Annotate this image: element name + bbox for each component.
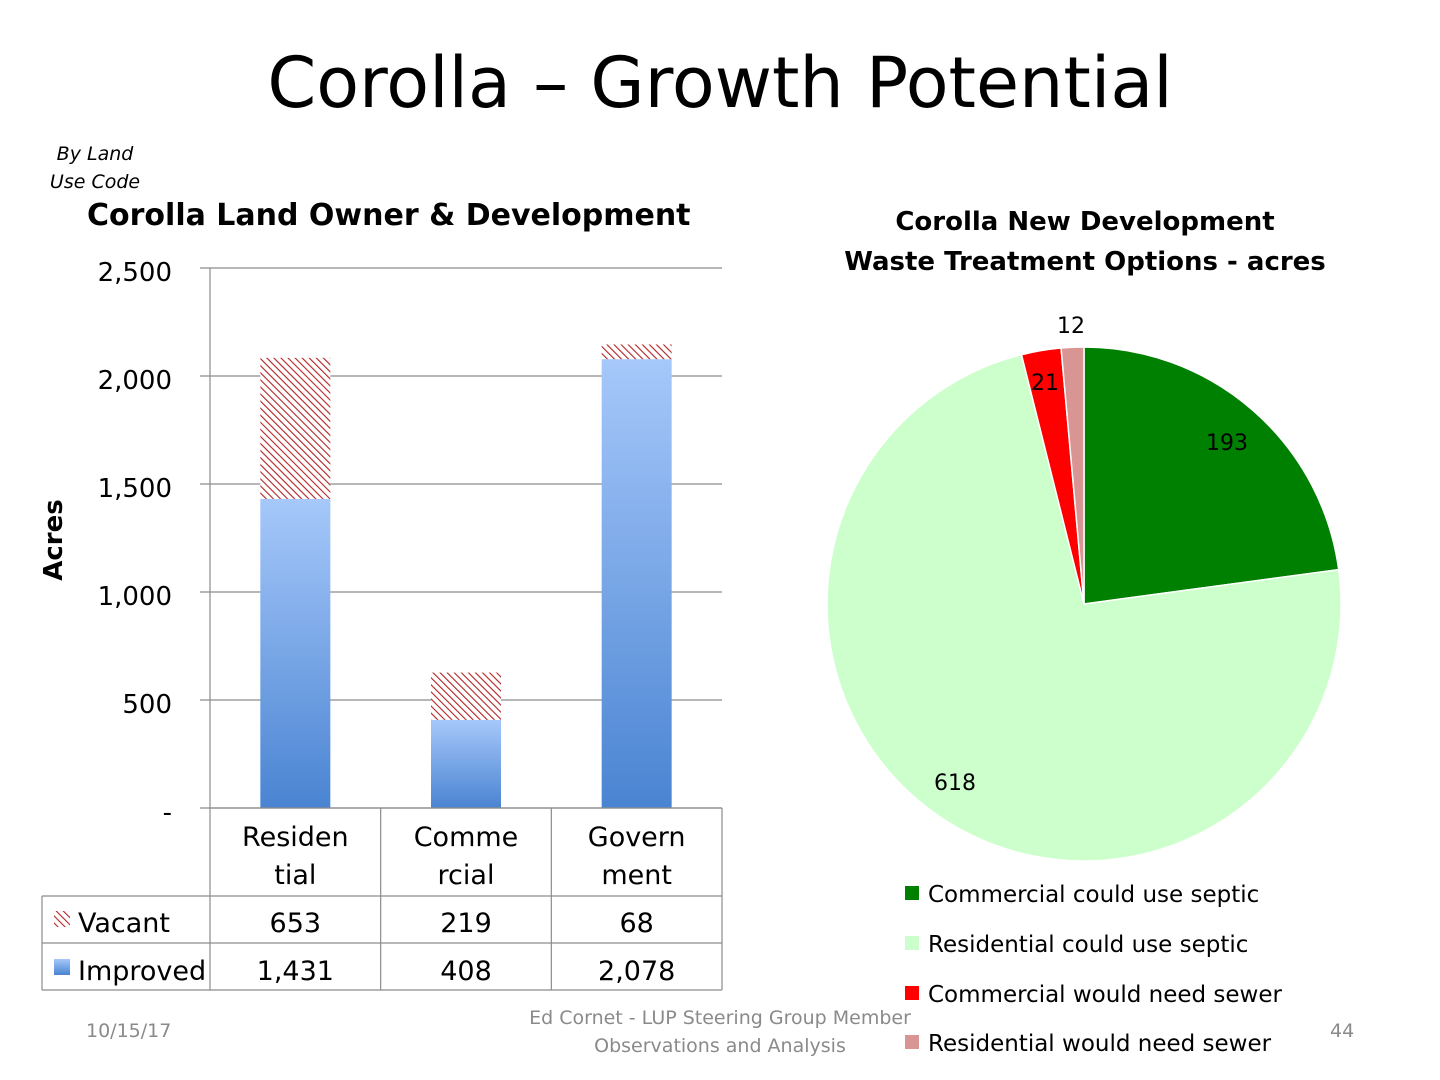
bar-y-tick-label: 1,500 [98, 474, 172, 504]
footer-subtitle: Observations and Analysis [594, 1035, 846, 1057]
bar-category-label: Residen [242, 822, 349, 853]
bar-category-label: tial [274, 860, 316, 891]
bar-chart-title: Corolla Land Owner & Development [87, 198, 691, 233]
bar-data-label-vacant: 653 [270, 908, 322, 939]
bar-data-label-vacant: 68 [619, 908, 653, 939]
bar-vacant-government [601, 344, 672, 360]
bar-improved-commercial [431, 719, 501, 808]
pie-chart-title: Corolla New Development Waste Treatment … [830, 202, 1340, 282]
pie-slice-3 [1060, 346, 1085, 605]
pie-labels: 193 618 21 12 [934, 314, 1248, 796]
by-land-use-note-line1: By Land [56, 143, 134, 165]
pie-data-label-1: 618 [934, 771, 976, 796]
bar-y-tick-label: 2,000 [98, 366, 172, 396]
pie-slice-0 [1083, 346, 1340, 605]
bar-y-tick-label: 1,000 [98, 582, 172, 612]
pie-chart-title-line2: Waste Treatment Options - acres [844, 247, 1326, 277]
pie-legend-swatch [905, 1035, 919, 1049]
pie-slice-1 [826, 353, 1342, 862]
legend-label-vacant: Vacant [78, 908, 170, 939]
pie-legend-item: Commercial would need sewer [905, 980, 1282, 1010]
legend-swatch-vacant [54, 911, 70, 927]
bar-category-label: Govern [588, 822, 686, 853]
pie-legend-item: Residential could use septic [905, 930, 1248, 960]
bar-y-axis: - 500 1,000 1,500 2,000 2,500 [98, 258, 211, 828]
bar-data-label-improved: 2,078 [598, 956, 675, 987]
pie-slices [826, 346, 1342, 862]
pie-legend-item: Commercial could use septic [905, 880, 1259, 910]
pie-legend-label: Commercial could use septic [928, 882, 1260, 908]
bar-category-label: ment [601, 860, 672, 891]
pie-legend-label: Commercial would need sewer [928, 982, 1282, 1008]
by-land-use-note: By Land Use Code [40, 140, 150, 196]
pie-legend-item: Residential would need sewer [905, 1029, 1271, 1059]
bar-marks [260, 344, 672, 808]
bar-y-tick-label: 500 [122, 690, 172, 720]
bar-y-tick-label: 2,500 [98, 258, 172, 288]
bar-data-label-improved: 408 [440, 956, 492, 987]
by-land-use-note-line2: Use Code [49, 171, 141, 193]
bar-improved-residential [260, 498, 331, 808]
pie-legend-swatch [905, 986, 919, 1000]
bar-y-axis-label: Acres [39, 499, 69, 580]
page-number: 44 [1330, 1020, 1355, 1042]
pie-legend-swatch [905, 936, 919, 950]
pie-data-label-0: 193 [1206, 431, 1248, 456]
pie-legend-swatch [905, 886, 919, 900]
bar-category-label: rcial [438, 860, 495, 891]
footer-author: Ed Cornet - LUP Steering Group Member [529, 1007, 911, 1029]
footer-center: Ed Cornet - LUP Steering Group Member Ob… [500, 1004, 940, 1060]
bar-data-label-vacant: 219 [440, 908, 492, 939]
bar-y-tick-label: - [163, 798, 172, 828]
pie-legend-label: Residential could use septic [928, 932, 1249, 958]
pie-data-label-2: 21 [1031, 371, 1059, 396]
pie-chart: 193 618 21 12 [826, 314, 1342, 862]
pie-data-label-3: 12 [1057, 314, 1085, 339]
pie-legend-label: Residential would need sewer [928, 1031, 1272, 1057]
bar-data-label-improved: 1,431 [257, 956, 334, 987]
legend-label-improved: Improved [78, 956, 206, 987]
bar-vacant-residential [260, 357, 331, 499]
bar-vacant-commercial [431, 672, 501, 720]
footer-date: 10/15/17 [86, 1020, 172, 1042]
bar-chart: - 500 1,000 1,500 2,000 2,500 Residen tial 653 1… [39, 258, 723, 991]
slide-title: Corolla – Growth Potential [267, 42, 1173, 124]
legend-swatch-improved [54, 959, 70, 975]
bar-data-table: Residen tial 653 1,431 Comme rcial 219 408 Gover… [41, 807, 723, 991]
pie-chart-title-line1: Corolla New Development [895, 207, 1275, 237]
bar-improved-government [601, 359, 672, 808]
bar-category-label: Comme [414, 822, 519, 853]
